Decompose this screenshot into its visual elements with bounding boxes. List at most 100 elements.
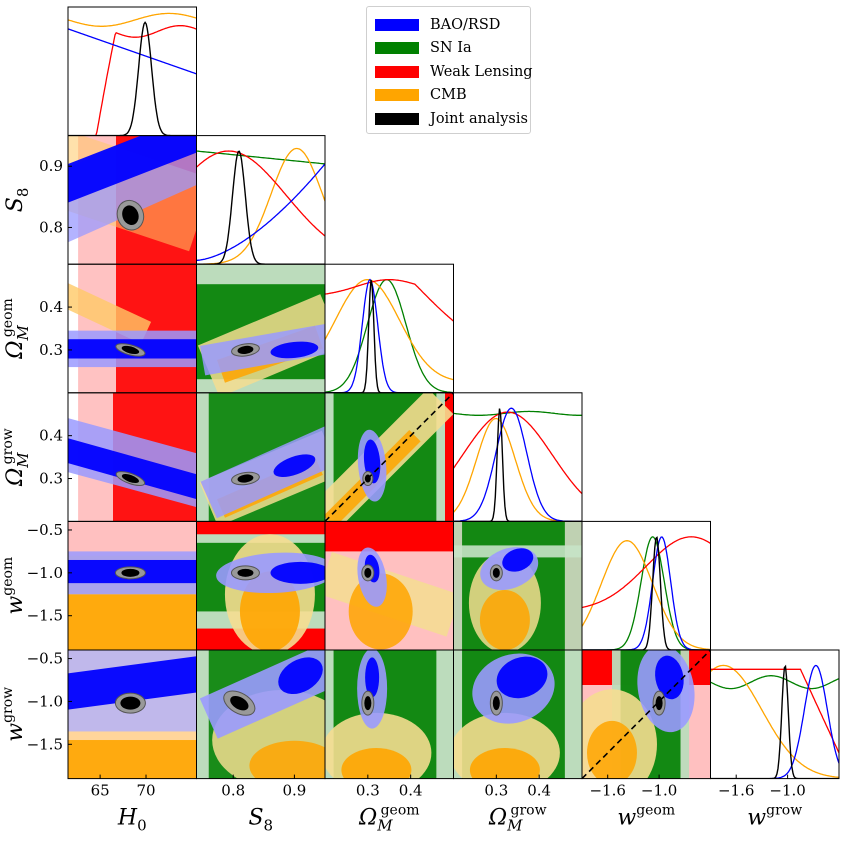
ytick-label-wgeom-1: −1.0 [27, 564, 63, 582]
joint-marginal [710, 664, 839, 779]
identity-line [325, 392, 454, 522]
xtick-label-Omgrow-0: 0.3 [484, 782, 508, 800]
cmb-region [68, 283, 152, 344]
wl-edge-region [445, 392, 454, 522]
diagonal-S8 [196, 147, 325, 265]
xtick-label-Omgeom-0: 0.3 [356, 782, 380, 800]
panel-Omgeom-vs-H0 [68, 264, 197, 393]
ylabel-Omgrow: ΩMgrow [0, 428, 32, 487]
sn-marginal [582, 536, 711, 651]
xtick-label-wgeom-1: −1.0 [641, 782, 677, 800]
panel-wgrow-vs-Omgeom [325, 650, 454, 779]
joint-marginal [196, 150, 325, 265]
legend-label-bao: BAO/RSD [430, 16, 501, 33]
xlabel-Omgeom: ΩMgeom [358, 803, 420, 835]
joint-inner-contour [121, 345, 140, 355]
xlabel-Omgrow: ΩMgrow [488, 803, 547, 835]
cmb-marginal [710, 664, 839, 778]
ytick-label-Omgrow-0: 0.3 [39, 470, 63, 488]
sn-edge-region [196, 650, 209, 779]
joint-inner-contour [237, 568, 254, 577]
bao-inner-region [502, 548, 534, 572]
panel-wgeom-vs-S8 [196, 521, 325, 651]
joint-inner-contour [121, 568, 140, 577]
bao-inner-region [496, 656, 548, 699]
ytick-label-Omgeom-0: 0.3 [39, 341, 63, 359]
legend-label-wl: Weak Lensing [430, 63, 533, 80]
cmb-inner-region [68, 740, 197, 779]
joint-inner-contour [230, 695, 249, 711]
bao-inner-region [68, 438, 197, 500]
sn-edge-region [196, 392, 209, 522]
bao-marginal [196, 163, 325, 261]
panel-Omgrow-vs-Omgeom [325, 392, 454, 522]
ytick-label-S8-0: 0.8 [39, 218, 63, 236]
joint-inner-contour [237, 345, 254, 355]
legend-swatch-cmb [375, 89, 419, 102]
panel-wgrow-vs-H0 [68, 650, 197, 779]
bao-outer-region [200, 323, 325, 376]
xtick-label-Omgrow-1: 0.4 [527, 782, 551, 800]
joint-inner-contour [492, 696, 500, 711]
cmb-marginal [325, 278, 454, 381]
legend: BAO/RSD SN Ia Weak Lensing CMB Joint ana… [366, 6, 533, 134]
cmb-inner-region [586, 720, 637, 779]
cmb-inner-region [68, 594, 197, 650]
xlabel-H0: H0 [117, 806, 147, 835]
panel-wgrow-vs-S8 [196, 650, 325, 779]
joint-inner-contour [364, 567, 372, 578]
joint-inner-contour [364, 696, 372, 711]
ytick-label-Omgrow-1: 0.4 [39, 427, 63, 445]
frame-wgrow-wgrow [710, 649, 840, 780]
ytick-label-wgeom-0: −0.5 [27, 521, 63, 539]
diagonal-H0 [68, 12, 197, 136]
legend-item-wl: Weak Lensing [375, 60, 533, 84]
ylabel-S8: S8 [3, 188, 32, 213]
panel-wgrow-vs-wgeom [582, 650, 711, 779]
legend-label-cmb: CMB [430, 87, 467, 104]
panel-wgeom-vs-H0 [68, 521, 197, 650]
legend-item-bao: BAO/RSD [375, 13, 522, 37]
cmb-inner-region [469, 748, 540, 779]
bao-inner-region [68, 656, 197, 710]
panel-wgeom-vs-Omgrow [453, 521, 582, 651]
ylabel-Omgeom: ΩMgeom [0, 298, 32, 360]
xlabel-wgeom: wgeom [617, 803, 675, 831]
cmb-marginal [582, 540, 711, 651]
xtick-label-wgrow-1: −1.0 [769, 782, 805, 800]
wl-marginal [325, 278, 454, 322]
cmb-inner-region [249, 740, 325, 779]
xtick-label-H0-1: 70 [136, 782, 155, 800]
panel-S8-vs-H0 [68, 135, 197, 265]
cmb-marginal [68, 12, 197, 27]
joint-inner-contour [121, 474, 139, 484]
joint-marginal [325, 279, 454, 393]
joint-marginal [68, 21, 197, 136]
ytick-label-wgrow-2: −1.5 [27, 735, 63, 753]
xtick-label-wgrow-0: −1.6 [718, 782, 754, 800]
sn-marginal [196, 150, 325, 165]
wl-marginal [453, 411, 582, 495]
diagonal-wgeom [582, 536, 711, 651]
joint-inner-contour [237, 474, 254, 483]
panel-Omgrow-vs-S8 [196, 392, 325, 522]
legend-label-sn: SN Ia [430, 40, 472, 57]
legend-swatch-bao [375, 18, 419, 31]
joint-inner-contour [122, 205, 139, 225]
cmb-inner-region [341, 748, 412, 779]
xtick-label-S8-0: 0.8 [221, 782, 245, 800]
panel-wgrow-vs-Omgrow [453, 650, 582, 779]
diagonal-Omgeom [325, 278, 454, 393]
bao-marginal [453, 407, 582, 522]
xtick-label-H0-0: 65 [91, 782, 110, 800]
xlabel-S8: S8 [248, 806, 273, 835]
ylabel-wgrow: wgrow [0, 687, 28, 742]
bao-outer-region [200, 426, 325, 519]
ytick-label-wgeom-2: −1.5 [27, 607, 63, 625]
xtick-label-S8-1: 0.9 [282, 782, 306, 800]
panel-Omgrow-vs-H0 [68, 392, 197, 522]
legend-swatch-joint [375, 112, 419, 125]
xtick-label-wgeom-0: −1.6 [589, 782, 625, 800]
diagonal-wgrow [710, 664, 839, 779]
sn-marginal [710, 675, 839, 690]
